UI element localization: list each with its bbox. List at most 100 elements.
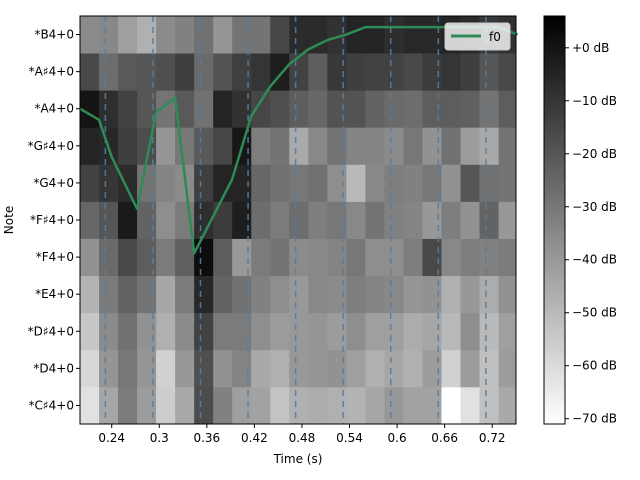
colorbar: +0 dB −10 dB −20 dB −30 dB −40 dB −50 dB −60 d… (543, 15, 617, 426)
heatmap-cell (346, 386, 366, 425)
heatmap-cell (118, 16, 138, 54)
heatmap-cell (460, 386, 480, 425)
heatmap-cell (308, 53, 328, 91)
heatmap-cell (422, 386, 442, 425)
heatmap-cell (308, 201, 328, 239)
heatmap-cell (460, 127, 480, 165)
heatmap-cell (498, 127, 517, 165)
heatmap-cell (175, 127, 195, 165)
heatmap-cell (460, 312, 480, 351)
heatmap-cell (289, 386, 309, 425)
heatmap-cell (232, 16, 252, 54)
colorbar-tick-label: −30 dB (572, 200, 617, 214)
heatmap-cell (213, 312, 233, 351)
heatmap-cell (156, 386, 176, 425)
heatmap-cell (346, 164, 366, 202)
heatmap-cell (365, 238, 385, 277)
heatmap-cell (137, 386, 157, 425)
heatmap-cell (251, 312, 271, 351)
heatmap-cell (422, 312, 442, 351)
heatmap-cell (422, 164, 442, 202)
heatmap-cell (270, 90, 290, 128)
heatmap-cell (479, 386, 499, 425)
heatmap-cell (251, 275, 271, 314)
heatmap-cell (498, 164, 517, 202)
heatmap-cell (479, 312, 499, 351)
heatmap-cell (232, 90, 252, 128)
heatmap-cell (232, 201, 252, 239)
heatmap-cell (384, 349, 404, 388)
heatmap-cell (156, 275, 176, 314)
heatmap-cell (289, 238, 309, 277)
heatmap-cell (213, 164, 233, 202)
heatmap-cell (194, 386, 214, 425)
heatmap-cell (251, 349, 271, 388)
y-tick-label: *A4+0 (34, 102, 74, 116)
heatmap-cell (346, 312, 366, 351)
heatmap-cell (479, 275, 499, 314)
heatmap-cell (346, 90, 366, 128)
heatmap-cell (365, 349, 385, 388)
heatmap-cell (232, 312, 252, 351)
heatmap-cell (194, 164, 214, 202)
heatmap-cell (251, 53, 271, 91)
heatmap-cell (422, 16, 442, 54)
y-axis: *C♯4+0 *D4+0 *D♯4+0 *E4+0 *F4+0 *F♯4+0 *G4+0 *G… (28, 28, 80, 412)
heatmap-cell (441, 312, 461, 351)
heatmap-cell (460, 349, 480, 388)
heatmap-cell (289, 16, 309, 54)
heatmap-cell (137, 16, 157, 54)
y-tick-label: *A♯4+0 (29, 65, 74, 79)
colorbar-ticks: +0 dB −10 dB −20 dB −30 dB −40 dB −50 dB −60 d… (565, 41, 617, 426)
y-tick-label: *D♯4+0 (28, 324, 74, 338)
heatmap-cell (213, 238, 233, 277)
heatmap-cell (99, 275, 119, 314)
heatmap-cell (232, 238, 252, 277)
heatmap-cell (441, 238, 461, 277)
heatmap-cell (289, 349, 309, 388)
y-tick-label: *G♯4+0 (28, 139, 74, 153)
heatmap-cell (479, 164, 499, 202)
heatmap-cell (308, 164, 328, 202)
heatmap-cell (441, 127, 461, 165)
heatmap-cell (422, 201, 442, 239)
heatmap-cell (441, 349, 461, 388)
heatmap-cell (251, 238, 271, 277)
heatmap-cell (137, 201, 157, 239)
x-axis-label: Time (s) (273, 452, 323, 466)
heatmap-cell (213, 53, 233, 91)
heatmap-cell (441, 164, 461, 202)
heatmap-cell (441, 386, 461, 425)
heatmap-cell (403, 16, 423, 54)
heatmap-cell (365, 312, 385, 351)
heatmap-cell (213, 275, 233, 314)
heatmap-cell (422, 275, 442, 314)
heatmap-cell (498, 53, 517, 91)
heatmap-cell (80, 349, 100, 388)
heatmap-cell (327, 386, 347, 425)
heatmap-cell (289, 53, 309, 91)
heatmap-cell (194, 90, 214, 128)
heatmap-cell (479, 90, 499, 128)
heatmap-cell (175, 16, 195, 54)
heatmap-cell (251, 127, 271, 165)
heatmap-cell (175, 238, 195, 277)
colorbar-tick-label: −20 dB (572, 147, 617, 161)
heatmap-cell (498, 386, 517, 425)
heatmap-cell (365, 201, 385, 239)
heatmap-cell (251, 16, 271, 54)
heatmap-cell (213, 16, 233, 54)
heatmap-cell (251, 164, 271, 202)
heatmap-cell (99, 16, 119, 54)
heatmap-cell (175, 386, 195, 425)
heatmap-cell (270, 386, 290, 425)
heatmap-cell (137, 164, 157, 202)
heatmap-cell (384, 164, 404, 202)
heatmap-cell (498, 349, 517, 388)
heatmap-cell (308, 312, 328, 351)
heatmap-cell (403, 53, 423, 91)
heatmap-cell (194, 312, 214, 351)
heatmap-cell (137, 275, 157, 314)
heatmap-cell (365, 53, 385, 91)
heatmap-cell (213, 127, 233, 165)
